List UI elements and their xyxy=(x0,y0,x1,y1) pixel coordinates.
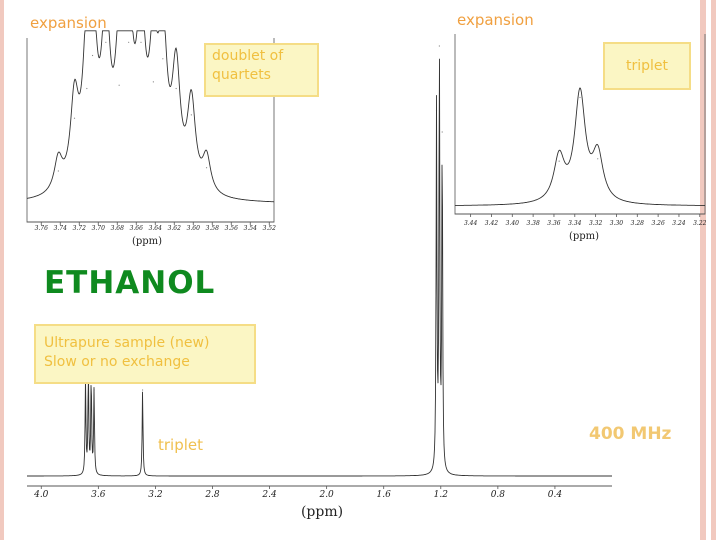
doublet-of-quartets-box: doublet of quartets xyxy=(204,43,319,97)
peak-point xyxy=(86,87,88,90)
x-axis-label: (ppm) xyxy=(301,504,343,520)
x-tick-label: 3.38 xyxy=(526,220,540,227)
peak-point xyxy=(438,45,440,47)
peak-point xyxy=(105,41,107,43)
spectrum-line xyxy=(26,30,274,203)
triplet-label: triplet xyxy=(158,436,204,454)
x-tick-label: 3.76 xyxy=(35,225,49,232)
x-tick-label: 3.22 xyxy=(693,220,707,227)
x-tick-label: 1.2 xyxy=(434,490,449,500)
x-tick-label: 3.26 xyxy=(651,220,665,227)
peak-point xyxy=(91,54,94,57)
sample-line-1: Ultrapure sample (new) xyxy=(44,335,210,351)
x-tick-label: 3.66 xyxy=(130,225,144,232)
spectrum-line xyxy=(455,87,706,206)
x-tick-label: 3.34 xyxy=(568,220,582,227)
peak-point xyxy=(162,58,164,60)
x-tick-label: 3.64 xyxy=(149,225,163,232)
right-edge-stripe xyxy=(700,0,706,540)
sample-line-2: Slow or no exchange xyxy=(44,354,190,370)
x-tick-label: 3.6 xyxy=(91,490,106,500)
x-tick-label: 3.24 xyxy=(672,220,686,227)
x-tick-label: 3.70 xyxy=(92,225,106,232)
x-tick-label: 2.0 xyxy=(318,490,334,500)
doublet-line-1: doublet of xyxy=(212,48,284,64)
peak-point xyxy=(93,389,95,391)
spectrum-line xyxy=(27,58,612,477)
x-tick-label: 3.62 xyxy=(168,225,182,232)
x-tick-label: 0.8 xyxy=(491,490,506,500)
expansion-label-left: expansion xyxy=(30,14,107,32)
x-tick-label: 3.56 xyxy=(225,225,239,232)
x-tick-label: 3.58 xyxy=(206,225,220,232)
peak-point xyxy=(435,109,438,112)
x-tick-label: 2.4 xyxy=(261,490,277,500)
peak-point xyxy=(205,167,208,169)
x-tick-label: 1.6 xyxy=(377,490,392,500)
x-tick-label: 2.8 xyxy=(204,490,220,500)
x-tick-label: 0.4 xyxy=(548,490,563,500)
expansion-label-right: expansion xyxy=(457,11,534,29)
peak-point xyxy=(140,41,142,43)
triplet-box-label: triplet xyxy=(625,58,668,74)
x-axis-label: (ppm) xyxy=(569,231,599,242)
x-tick-label: 3.42 xyxy=(485,220,499,227)
x-axis-label: (ppm) xyxy=(132,236,162,247)
peak-point xyxy=(441,131,443,133)
peak-point xyxy=(152,81,154,83)
peak-point xyxy=(141,389,144,391)
x-tick-label: 3.44 xyxy=(464,220,478,227)
x-tick-label: 3.2 xyxy=(148,490,163,500)
peak-point xyxy=(558,160,560,162)
x-tick-label: 3.72 xyxy=(73,225,87,232)
x-tick-label: 3.40 xyxy=(506,220,520,227)
x-tick-label: 3.60 xyxy=(187,225,201,232)
peak-point xyxy=(597,158,599,160)
x-tick-label: 3.36 xyxy=(547,220,561,227)
right-edge-stripe-2 xyxy=(711,0,716,540)
x-tick-label: 3.30 xyxy=(610,220,624,227)
doublet-line-2: quartets xyxy=(212,67,271,83)
x-tick-label: 3.74 xyxy=(54,225,68,232)
sample-info-box: Ultrapure sample (new) Slow or no exchan… xyxy=(34,324,256,384)
x-tick-label: 3.52 xyxy=(263,225,277,232)
x-tick-label: 4.0 xyxy=(33,490,49,500)
peak-point xyxy=(128,41,130,43)
peak-point xyxy=(579,96,581,99)
page-title: ETHANOL xyxy=(44,265,216,301)
peak-point xyxy=(190,114,192,116)
peak-point xyxy=(118,84,120,86)
x-tick-label: 3.54 xyxy=(244,225,258,232)
peak-point xyxy=(73,117,76,119)
x-tick-label: 3.28 xyxy=(631,220,645,227)
x-tick-label: 3.68 xyxy=(111,225,125,232)
left-edge-stripe xyxy=(0,0,4,540)
triplet-box: triplet xyxy=(603,42,691,90)
frequency-label: 400 MHz xyxy=(589,424,672,444)
peak-point xyxy=(57,170,59,172)
x-tick-label: 3.32 xyxy=(589,220,603,227)
peak-point xyxy=(175,87,177,90)
